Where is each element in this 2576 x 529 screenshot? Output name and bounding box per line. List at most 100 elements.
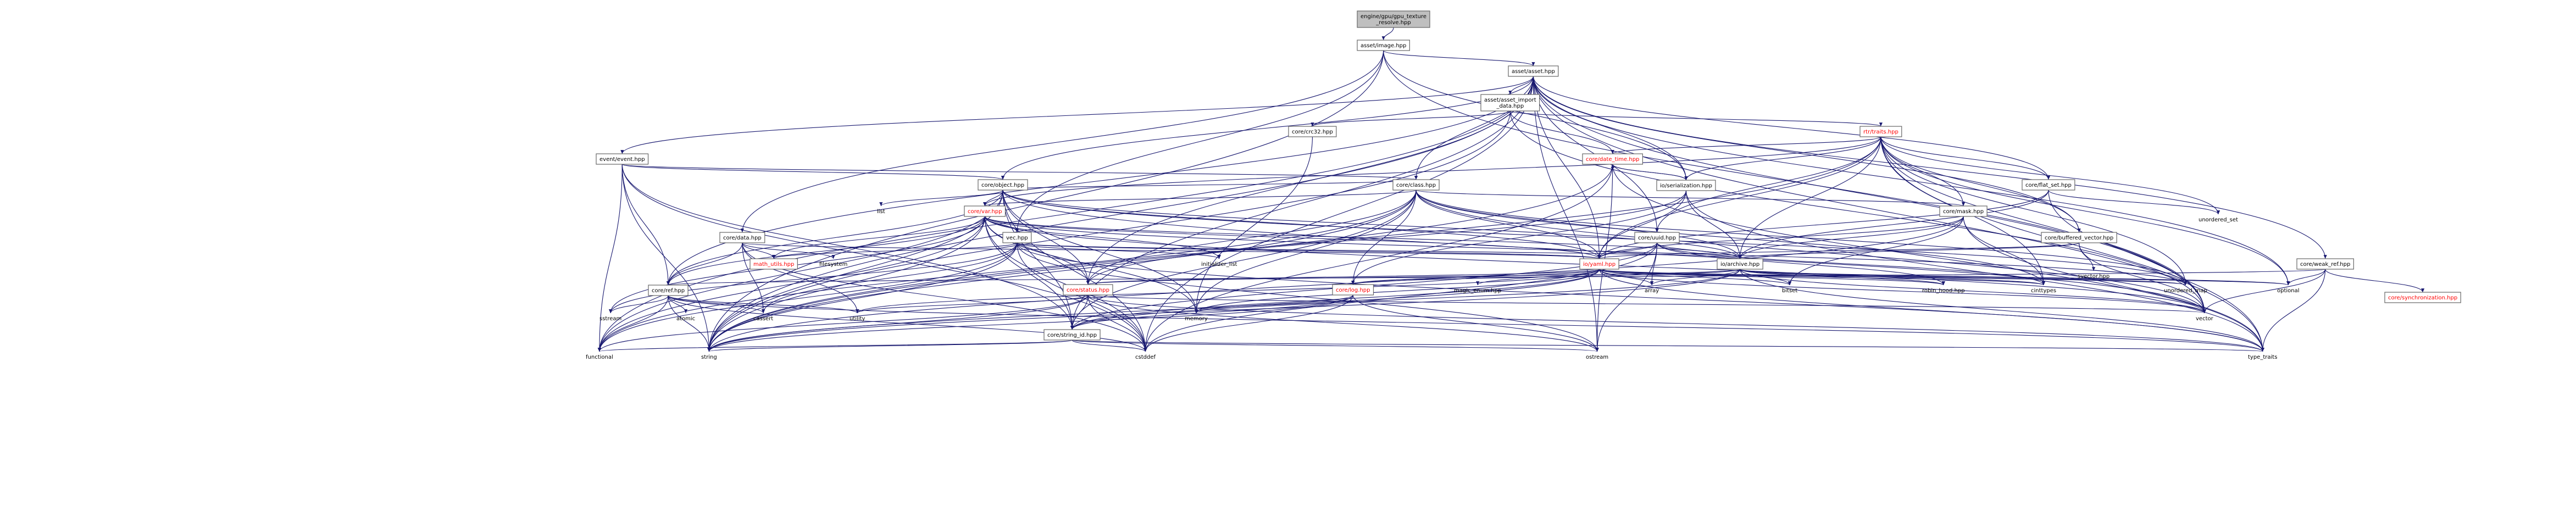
node-box [2296, 258, 2354, 270]
node-serialization[interactable]: io/serialization.hpp [1656, 180, 1716, 191]
node-bitset[interactable]: bitset [1779, 285, 1801, 296]
node-robin-hood[interactable]: robin_hood.hpp [1919, 285, 1968, 296]
edge-vec-to-math-utils [772, 242, 1018, 259]
edge-asset-image-to-asset-asset [1383, 50, 1535, 66]
node-buffered-vector[interactable]: core/buffered_vector.hpp [2041, 232, 2117, 243]
node-date-time[interactable]: core/date_time.hpp [1582, 153, 1643, 165]
node-gpu-texture[interactable]: engine/gpu/gpu_texture_resolve.hpp [1357, 10, 1430, 28]
node-utility[interactable]: utility [846, 313, 868, 324]
node-box [1480, 94, 1540, 112]
node-vector[interactable]: vector [2192, 313, 2217, 324]
node-atomic[interactable]: atomic [673, 313, 698, 324]
edge-asset-asset-to-type-traits [1533, 76, 2264, 352]
node-box [1939, 205, 1987, 217]
node-optional[interactable]: optional [2274, 285, 2303, 296]
node-list[interactable]: list [874, 206, 889, 216]
edge-io-yaml-to-cinttypes [1598, 269, 2045, 286]
edge-asset-import-to-crc32 [1311, 110, 1511, 127]
node-svector[interactable]: svector.hpp [2074, 271, 2113, 281]
edge-log-to-cstddef [1143, 294, 1353, 352]
node-var[interactable]: core/var.hpp [964, 205, 1006, 217]
node-asset-asset[interactable]: asset/asset.hpp [1508, 65, 1559, 77]
node-box [1063, 284, 1113, 296]
node-box [1582, 153, 1643, 165]
node-weak-ref[interactable]: core/weak_ref.hpp [2296, 258, 2354, 270]
edge-io-yaml-to-utility [856, 269, 1600, 314]
edge-io-yaml-to-optional [1598, 269, 2290, 286]
edge-asset-asset-to-object [1001, 76, 1534, 180]
edge-weak-ref-to-optional [2286, 269, 2326, 286]
edge-io-yaml-to-robin-hood [1598, 269, 1945, 286]
edge-asset-asset-to-serialization [1533, 76, 1688, 181]
node-label: core/status.hpp [1067, 287, 1109, 293]
edge-object-to-functional [597, 190, 1003, 352]
node-array[interactable]: array [1641, 285, 1662, 296]
node-label: functional [586, 354, 613, 360]
node-box [1508, 65, 1559, 77]
node-label: robin_hood.hpp [1922, 288, 1965, 294]
edge-class-to-cinttypes [1415, 190, 2046, 286]
node-label: core/mask.hpp [1943, 209, 1984, 215]
node-memory[interactable]: memory [1181, 313, 1211, 324]
node-io-archive[interactable]: io/archive.hpp [1717, 258, 1763, 270]
node-uuid[interactable]: core/uuid.hpp [1634, 232, 1680, 243]
edge-asset-asset-to-ref [667, 76, 1534, 286]
node-cassert[interactable]: cassert [750, 313, 776, 324]
edge-io-yaml-to-log [1351, 269, 1600, 285]
node-data[interactable]: core/data.hpp [719, 232, 765, 243]
node-traits[interactable]: rtr/traits.hpp [1859, 126, 1902, 137]
edge-io-yaml-to-type-traits [1598, 269, 2264, 352]
edge-serialization-to-type-traits [1685, 190, 2264, 352]
edge-traits-to-flat-set [1880, 136, 2050, 180]
node-filesystem[interactable]: filesystem [816, 259, 851, 269]
node-asset-import[interactable]: asset/asset_import_data.hpp [1480, 94, 1540, 112]
node-mask[interactable]: core/mask.hpp [1939, 205, 1987, 217]
node-class[interactable]: core/class.hpp [1392, 179, 1440, 191]
node-cinttypes[interactable]: cinttypes [2028, 285, 2059, 296]
node-sstream[interactable]: sstream [596, 313, 625, 324]
node-initializer-list[interactable]: initializer_list [1198, 259, 1240, 269]
edge-asset-asset-to-functional [597, 76, 1534, 352]
node-label: core/ref.hpp [652, 288, 685, 294]
edge-object-to-io-archive [1002, 190, 1742, 259]
node-functional[interactable]: functional [582, 352, 617, 362]
edge-log-to-string-id [1070, 294, 1353, 330]
node-asset-image[interactable]: asset/image.hpp [1357, 40, 1410, 51]
edge-traits-to-io-yaml [1597, 136, 1881, 259]
node-event[interactable]: event/event.hpp [596, 153, 649, 165]
node-flat-set[interactable]: core/flat_set.hpp [2022, 179, 2075, 191]
node-unordered-map[interactable]: unordered_map [2161, 285, 2211, 296]
node-magic-enum[interactable]: magic_enum.hpp [1451, 285, 1504, 296]
node-label: cassert [753, 316, 773, 322]
edge-flat-set-to-vector [2048, 190, 2206, 314]
node-ref[interactable]: core/ref.hpp [648, 285, 689, 296]
node-crc32[interactable]: core/crc32.hpp [1288, 126, 1337, 137]
edge-mask-to-io-yaml [1597, 216, 1964, 259]
node-string-id[interactable]: core/string_id.hpp [1043, 329, 1101, 341]
edge-string-id-to-ostream [1072, 339, 1599, 352]
edge-traits-to-uuid [1655, 136, 1881, 233]
node-vec[interactable]: vec.hpp [1002, 232, 1032, 243]
edge-io-archive-to-cinttypes [1740, 269, 2045, 286]
node-log[interactable]: core/log.hpp [1332, 284, 1374, 296]
node-unordered-set[interactable]: unordered_set [2195, 214, 2241, 225]
node-label: core/buffered_vector.hpp [2045, 235, 2113, 241]
edge-traits-to-optional [1880, 136, 2290, 286]
node-ostream[interactable]: ostream [1583, 352, 1612, 362]
node-io-yaml[interactable]: io/yaml.hpp [1579, 258, 1619, 270]
node-synchronization[interactable]: core/synchronization.hpp [2384, 292, 2461, 303]
node-label: core/date_time.hpp [1586, 157, 1639, 163]
edge-string-id-to-cstddef [1072, 339, 1147, 352]
node-math-utils[interactable]: math_utils.hpp [750, 258, 798, 270]
node-object[interactable]: core/object.hpp [978, 179, 1028, 191]
node-status[interactable]: core/status.hpp [1063, 284, 1113, 296]
edge-weak-ref-to-vector [2202, 269, 2326, 314]
node-label: unordered_set [2199, 217, 2238, 223]
node-string[interactable]: string [698, 352, 720, 362]
node-label: _data.hpp [1496, 103, 1524, 109]
node-type-traits[interactable]: type_traits [2245, 352, 2280, 362]
node-box [1392, 179, 1440, 191]
edge-asset-import-to-vector [1509, 110, 2206, 314]
edge-traits-to-string [707, 136, 1881, 352]
node-cstddef[interactable]: cstddef [1132, 352, 1159, 362]
